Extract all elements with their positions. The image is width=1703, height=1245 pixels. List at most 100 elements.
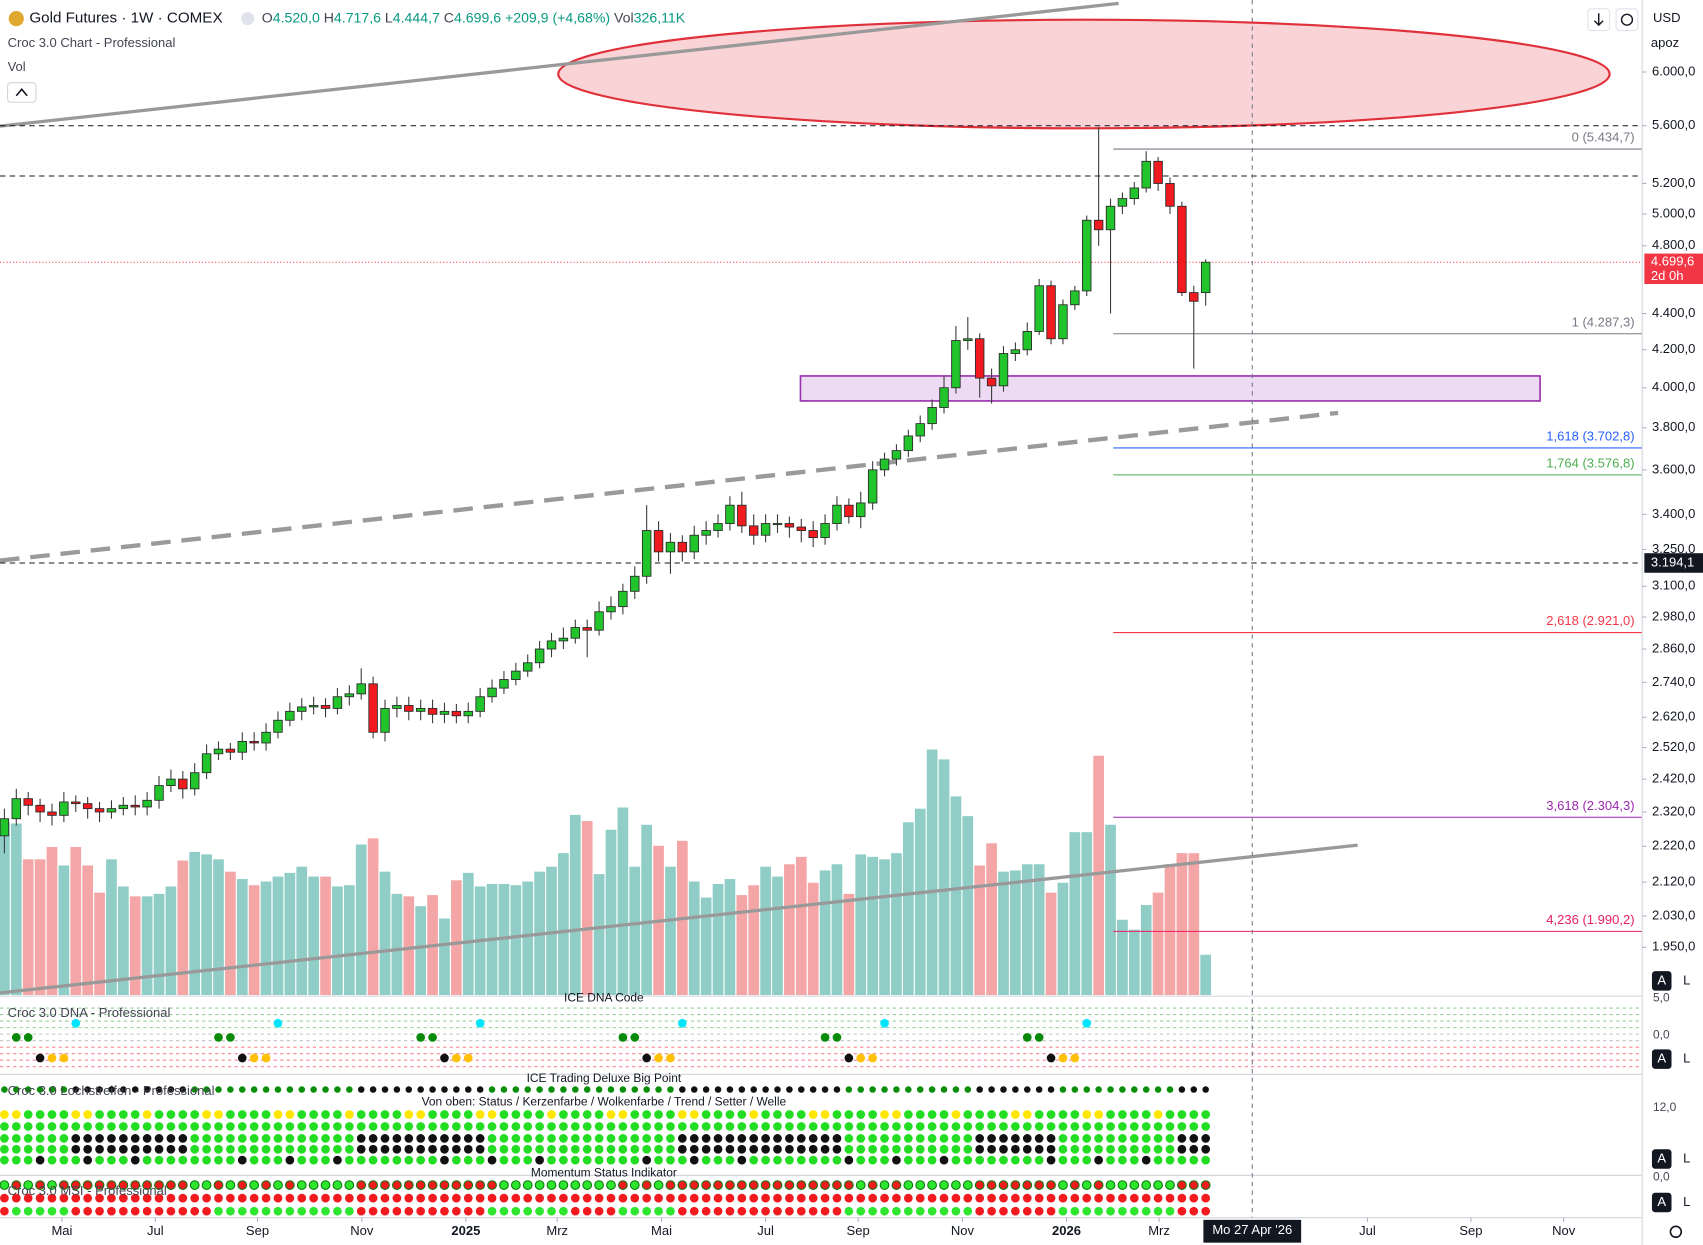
- x-tick-label: Jul: [757, 1223, 774, 1238]
- indicator-dot: [820, 1193, 830, 1203]
- indicator-dot: [713, 1180, 723, 1190]
- indicator-dot: [261, 1134, 271, 1143]
- currency[interactable]: USD: [1653, 10, 1680, 25]
- indicator-dot: [452, 1144, 461, 1154]
- indicator-dot: [976, 1086, 983, 1093]
- indicator-dot: [1070, 1144, 1080, 1154]
- auto-label[interactable]: A: [1657, 972, 1666, 987]
- indicator-dot: [833, 1086, 841, 1093]
- indicator-dot: [892, 1155, 901, 1165]
- eye-toggle[interactable]: [241, 12, 255, 26]
- indicator-dot: [59, 1134, 69, 1143]
- refresh-button[interactable]: [1615, 8, 1639, 32]
- legend-header: Gold Futures · 1W · COMEX O4.520,0 H4.71…: [7, 8, 1639, 103]
- indicator-dot: [226, 1134, 235, 1143]
- log-label[interactable]: L: [1683, 1194, 1690, 1209]
- candle-body: [796, 526, 807, 531]
- indicator-dot: [11, 1122, 21, 1131]
- indicator-dot: [309, 1144, 318, 1154]
- indicator-dot: [856, 1110, 866, 1119]
- indicator-dot: [535, 1110, 544, 1119]
- indicator-dot: [987, 1144, 996, 1154]
- candle-body: [463, 710, 473, 717]
- indicator-dot: [511, 1134, 521, 1143]
- indicator-dot: [178, 1134, 188, 1143]
- indicator-dot: [1082, 1155, 1092, 1165]
- volume-bar: [641, 824, 653, 996]
- indicator-dot: [809, 1086, 817, 1093]
- indicator-dot: [47, 1193, 57, 1203]
- indicator-dot: [654, 1144, 663, 1154]
- log-label[interactable]: L: [1683, 1051, 1690, 1066]
- indicator-dot: [1034, 1155, 1044, 1165]
- auto-button[interactable]: [1651, 971, 1672, 991]
- indicator-dot: [570, 1144, 580, 1154]
- auto-button[interactable]: [1651, 1149, 1672, 1169]
- candle-body: [701, 530, 711, 536]
- indicator-dot: [559, 1144, 568, 1154]
- volume-bar: [70, 846, 82, 996]
- auto-label[interactable]: A: [1657, 1051, 1666, 1066]
- candles-layer: [0, 127, 1211, 854]
- indicator-dot: [321, 1193, 330, 1203]
- indicator-dot: [796, 1193, 806, 1203]
- indicator-dot: [915, 1206, 925, 1216]
- scale-mode[interactable]: apoz: [1651, 35, 1679, 50]
- volume-bar: [926, 749, 938, 996]
- indicator-dot: [583, 1086, 591, 1093]
- volume-bar: [94, 892, 105, 996]
- candle-body: [844, 504, 854, 518]
- log-label[interactable]: L: [1683, 1150, 1690, 1165]
- y-tick-label: 5.600,0: [1652, 117, 1695, 132]
- indicator-dot: [1082, 1134, 1092, 1143]
- indicator-dot: [202, 1193, 211, 1203]
- symbol-title[interactable]: Gold Futures · 1W · COMEX: [29, 10, 222, 27]
- auto-label[interactable]: A: [1657, 1194, 1666, 1209]
- indicator-dot: [273, 1122, 283, 1131]
- indicator-dot: [1105, 1180, 1116, 1190]
- indicator-dot: [987, 1206, 996, 1216]
- indicator-dot: [428, 1033, 437, 1042]
- volume-bar: [213, 859, 224, 996]
- indicator-dot: [1129, 1155, 1139, 1165]
- indicator-dot: [226, 1122, 235, 1131]
- auto-button[interactable]: [1651, 1049, 1672, 1069]
- settings-icon[interactable]: [1669, 1225, 1683, 1239]
- indicator-dot: [998, 1180, 1009, 1190]
- collapse-button[interactable]: [7, 82, 37, 103]
- candle-body: [1093, 219, 1104, 231]
- indicator-dot: [784, 1180, 795, 1190]
- indicator-dot: [487, 1193, 497, 1203]
- indicator-dot: [1201, 1193, 1211, 1203]
- indicator-dot: [760, 1180, 771, 1190]
- pane-title: ICE DNA Code: [564, 990, 644, 1004]
- indicator-dot: [463, 1122, 473, 1131]
- indicator-dot: [963, 1144, 973, 1154]
- indicator-dot: [1034, 1144, 1044, 1154]
- indicator-dot: [916, 1086, 924, 1093]
- candle-body: [856, 502, 866, 518]
- volume-bar: [355, 844, 367, 996]
- auto-label[interactable]: A: [1657, 1150, 1666, 1165]
- volume-bar: [700, 897, 712, 996]
- indicator-title[interactable]: Croc 3.0 Chart - Professional: [8, 35, 176, 50]
- candle-body: [201, 753, 212, 774]
- candle-body: [106, 808, 117, 813]
- indicator-dot: [440, 1122, 449, 1131]
- indicator-dot: [820, 1033, 830, 1042]
- auto-button[interactable]: [1651, 1192, 1672, 1213]
- y-tick-label: 2.860,0: [1652, 640, 1695, 655]
- indicator-dot: [48, 1086, 56, 1093]
- indicator-dot: [1095, 1086, 1102, 1093]
- indicator-dot: [13, 1086, 20, 1093]
- volume-title[interactable]: Vol: [8, 59, 26, 74]
- indicator-dot: [808, 1122, 818, 1131]
- log-label[interactable]: L: [1683, 972, 1690, 987]
- indicator-dot: [927, 1206, 937, 1216]
- indicator-dot: [857, 1086, 865, 1093]
- indicator-dot: [868, 1122, 877, 1131]
- volume-bar: [58, 865, 70, 996]
- indicator-dot: [108, 1086, 115, 1093]
- indicator-dot: [808, 1144, 818, 1154]
- indicator-dot: [689, 1180, 700, 1190]
